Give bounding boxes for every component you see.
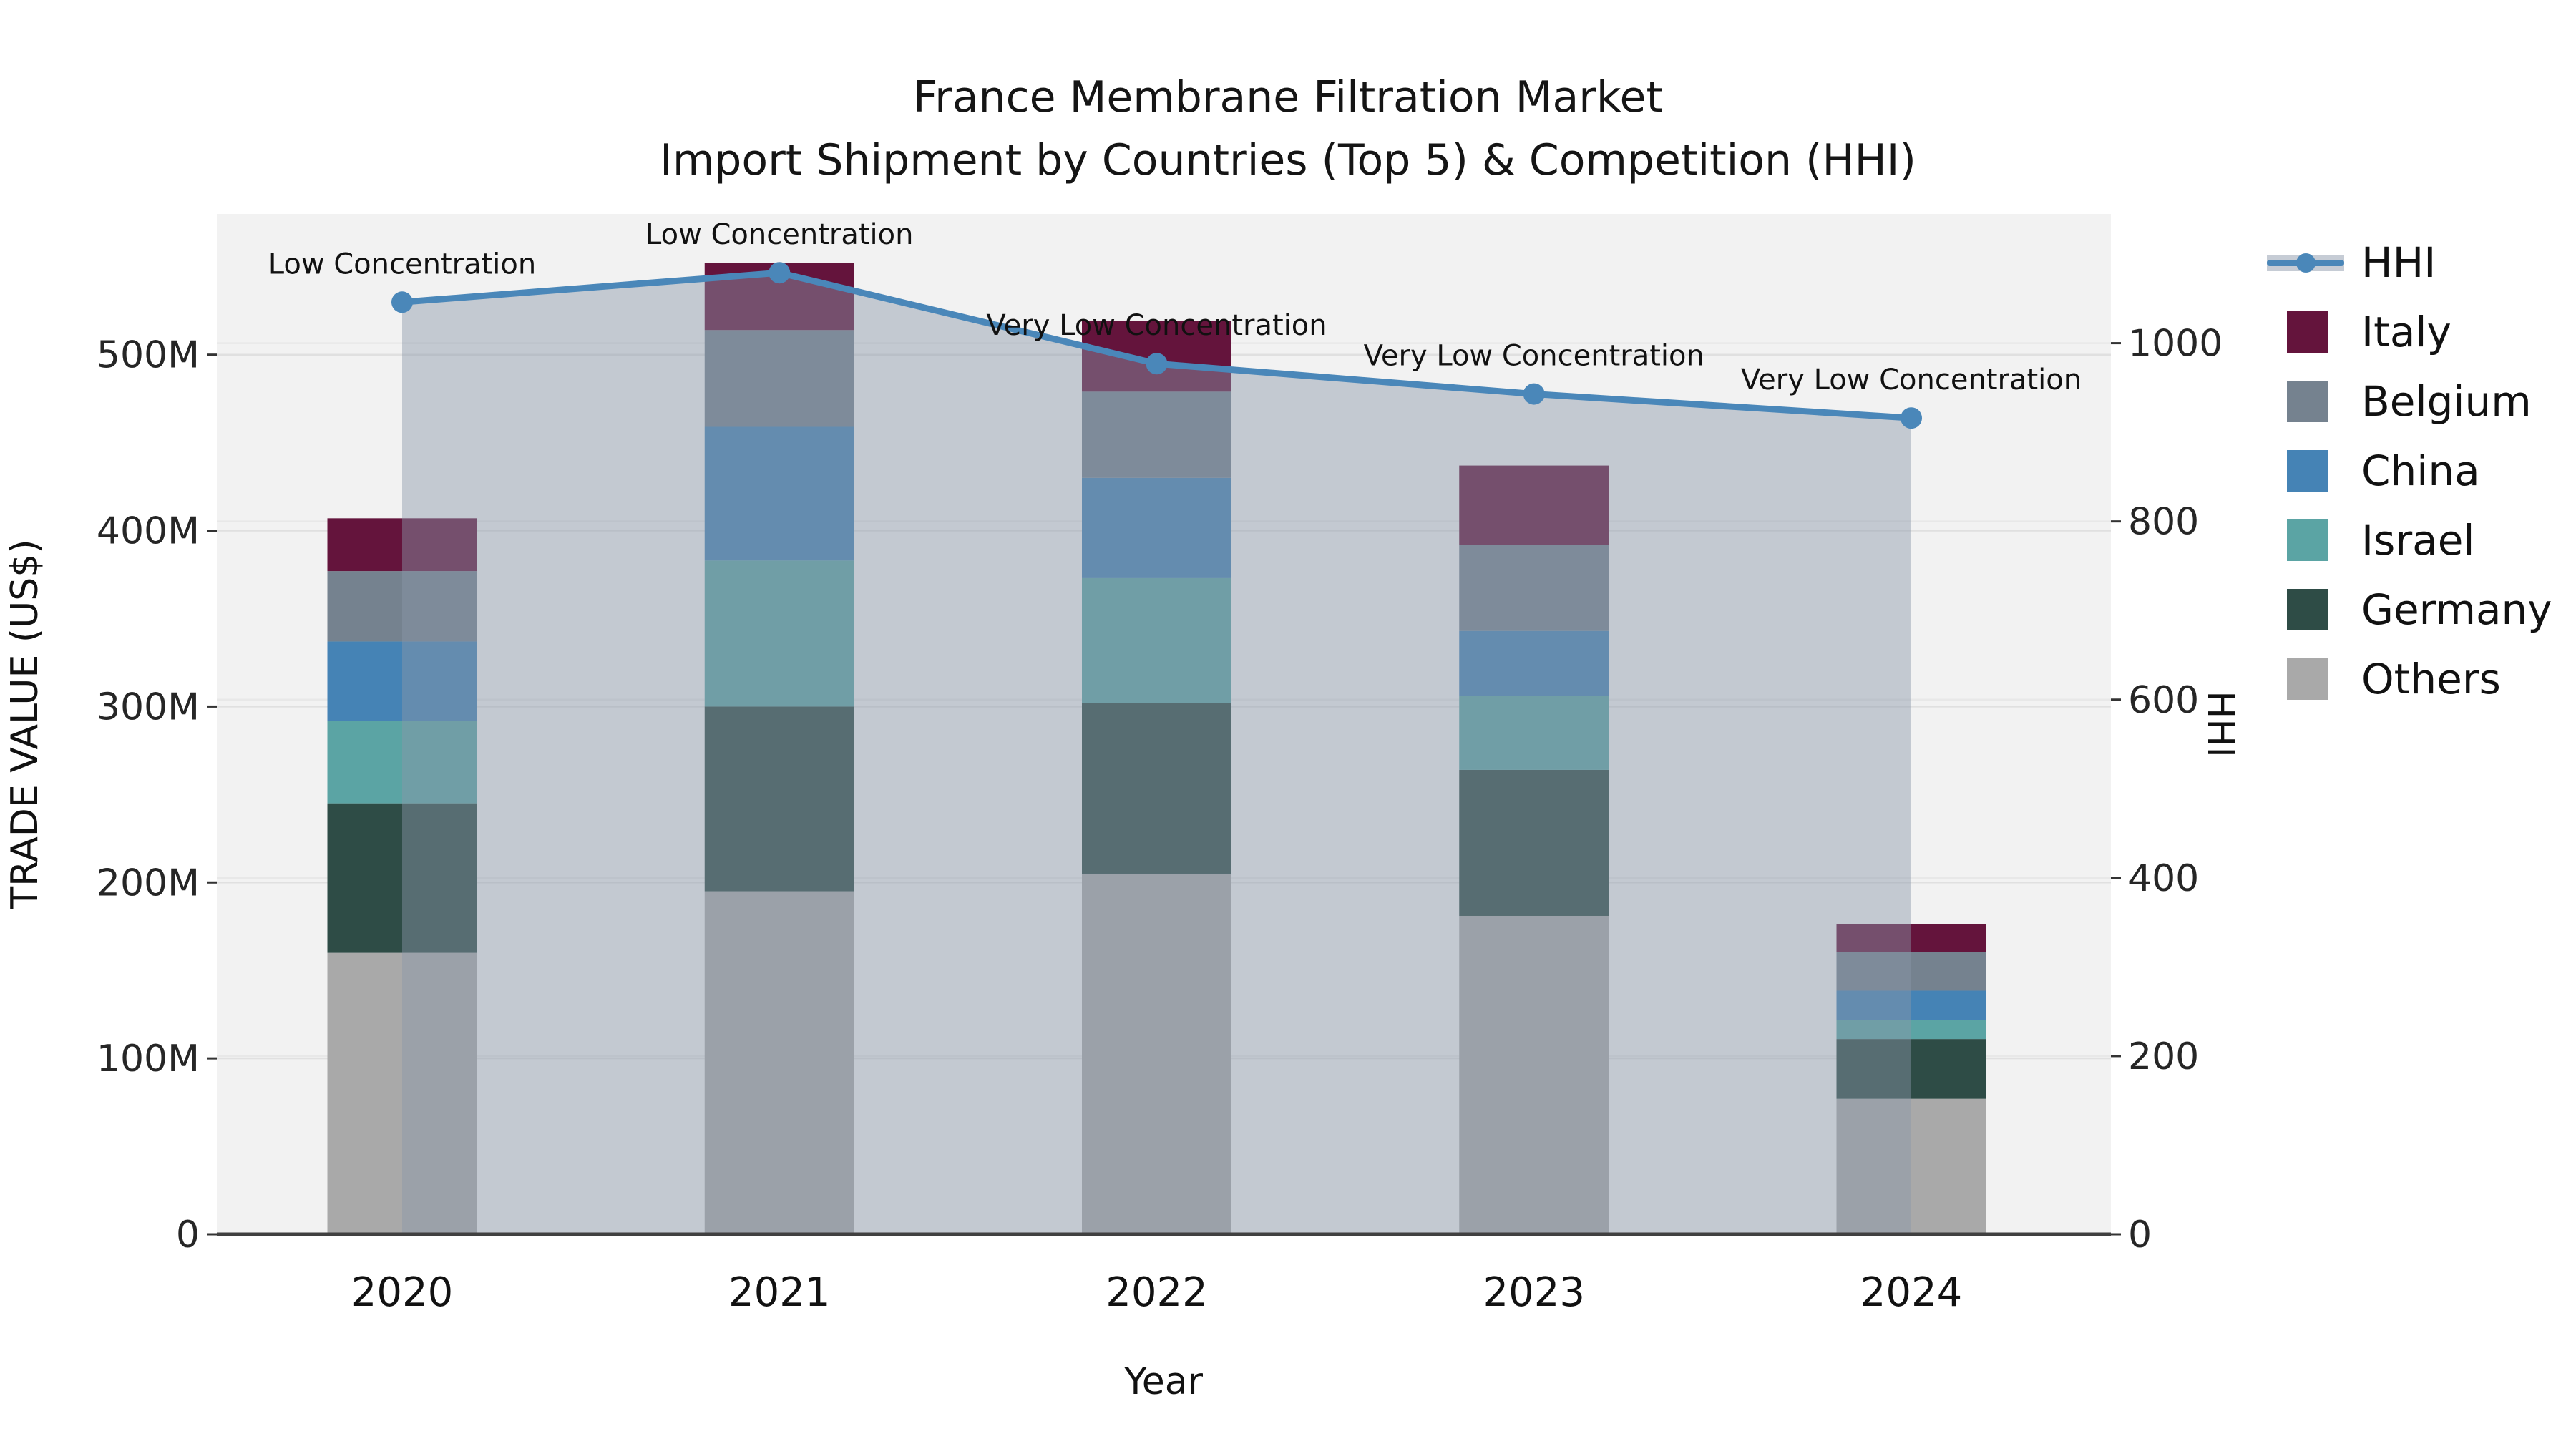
legend-swatch-others bbox=[2287, 658, 2328, 700]
bar-segment-2023-israel bbox=[1459, 696, 1609, 770]
bar-segment-2020-china bbox=[327, 641, 477, 721]
legend-swatch-icon bbox=[2267, 588, 2347, 630]
y-right-tick-label: 1000 bbox=[2128, 323, 2223, 366]
hhi-annotation-2020: Low Concentration bbox=[268, 248, 536, 280]
bar-segment-2021-china bbox=[704, 426, 854, 561]
hhi-annotation-2024: Very Low Concentration bbox=[1741, 364, 2082, 396]
legend-item-germany: Germany bbox=[2267, 575, 2552, 644]
y-left-tick-label: 100M bbox=[97, 1038, 200, 1080]
legend-label-italy: Italy bbox=[2361, 307, 2451, 356]
bar-segment-2020-italy bbox=[327, 518, 477, 572]
legend-item-others: Others bbox=[2267, 644, 2552, 713]
y-right-tick-label: 800 bbox=[2128, 501, 2199, 544]
legend-label-hhi: HHI bbox=[2361, 238, 2436, 287]
legend-swatch-belgium bbox=[2287, 380, 2328, 422]
legend-item-italy: Italy bbox=[2267, 297, 2552, 366]
bar-segment-2020-germany bbox=[327, 803, 477, 953]
chart-title: France Membrane Filtration Market bbox=[913, 72, 1663, 122]
bar-segment-2023-germany bbox=[1459, 769, 1609, 916]
bar-segment-2023-belgium bbox=[1459, 545, 1609, 631]
y-left-tick-label: 400M bbox=[97, 510, 200, 553]
legend-swatch-israel bbox=[2287, 519, 2328, 561]
bar-segment-2024-china bbox=[1836, 990, 1986, 1020]
legend-swatch-icon bbox=[2267, 449, 2347, 492]
legend-item-belgium: Belgium bbox=[2267, 366, 2552, 436]
legend-swatch-germany bbox=[2287, 588, 2328, 630]
hhi-line-swatch bbox=[2267, 242, 2344, 283]
y-right-tick-label: 200 bbox=[2128, 1035, 2199, 1078]
legend-label-israel: Israel bbox=[2361, 515, 2475, 565]
bar-segment-2023-others bbox=[1459, 915, 1609, 1234]
y-left-tick-label: 300M bbox=[97, 686, 200, 728]
hhi-annotation-2022: Very Low Concentration bbox=[986, 309, 1327, 342]
legend-swatch-icon bbox=[2267, 380, 2347, 422]
chart-title-block: France Membrane Filtration Market Import… bbox=[0, 66, 2576, 192]
y-left-tick-label: 200M bbox=[97, 862, 200, 904]
legend-swatch-icon bbox=[2267, 311, 2347, 353]
bar-segment-2024-others bbox=[1836, 1098, 1986, 1234]
legend-item-hhi: HHI bbox=[2267, 228, 2552, 297]
bar-segment-2024-germany bbox=[1836, 1039, 1986, 1099]
bar-segment-2022-china bbox=[1082, 477, 1231, 578]
y-left-axis-title: TRADE VALUE (US$) bbox=[4, 539, 47, 909]
y-right-tick-label: 600 bbox=[2128, 679, 2199, 722]
bar-segment-2020-belgium bbox=[327, 571, 477, 642]
bar-segment-2021-others bbox=[704, 891, 854, 1234]
legend-label-belgium: Belgium bbox=[2361, 376, 2532, 426]
legend-swatch-icon bbox=[2267, 658, 2347, 700]
legend-swatch-china bbox=[2287, 449, 2328, 492]
x-axis-title: Year bbox=[1123, 1360, 1204, 1403]
hhi-marker-2020 bbox=[391, 291, 413, 313]
hhi-annotation-2023: Very Low Concentration bbox=[1364, 340, 1704, 373]
bar-segment-2022-israel bbox=[1082, 577, 1231, 703]
legend-label-china: China bbox=[2361, 446, 2480, 495]
hhi-marker-2022 bbox=[1146, 353, 1168, 375]
bar-segment-2023-italy bbox=[1459, 465, 1609, 545]
bar-segment-2022-germany bbox=[1082, 703, 1231, 874]
hhi-line-swatch-icon bbox=[2267, 242, 2347, 283]
y-left-tick-label: 500M bbox=[97, 334, 200, 377]
bar-segment-2023-china bbox=[1459, 630, 1609, 696]
hhi-marker-2021 bbox=[769, 262, 791, 284]
x-tick-label-2020: 2020 bbox=[351, 1269, 454, 1316]
bar-segment-2022-others bbox=[1082, 873, 1231, 1234]
bar-segment-2021-germany bbox=[704, 706, 854, 892]
bar-segment-2024-italy bbox=[1836, 924, 1986, 952]
y-left-tick-label: 0 bbox=[176, 1214, 200, 1257]
legend-item-china: China bbox=[2267, 436, 2552, 505]
legend-item-israel: Israel bbox=[2267, 505, 2552, 575]
y-right-tick-label: 400 bbox=[2128, 857, 2199, 900]
y-right-axis-title: HHI bbox=[2199, 691, 2242, 758]
x-tick-label-2022: 2022 bbox=[1106, 1269, 1208, 1316]
bar-segment-2021-belgium bbox=[704, 330, 854, 427]
hhi-marker-2023 bbox=[1523, 383, 1545, 405]
bar-segment-2020-others bbox=[327, 952, 477, 1234]
legend-swatch-icon bbox=[2267, 519, 2347, 561]
x-tick-label-2021: 2021 bbox=[728, 1269, 831, 1316]
y-right-tick-label: 0 bbox=[2128, 1214, 2152, 1257]
legend-swatch-italy bbox=[2287, 311, 2328, 353]
chart-subtitle: Import Shipment by Countries (Top 5) & C… bbox=[660, 135, 1916, 185]
x-tick-label-2023: 2023 bbox=[1483, 1269, 1585, 1316]
bar-segment-2024-israel bbox=[1836, 1020, 1986, 1040]
legend-label-others: Others bbox=[2361, 654, 2501, 703]
hhi-area bbox=[402, 273, 1911, 1234]
hhi-annotation-2021: Low Concentration bbox=[645, 218, 913, 251]
legend-label-germany: Germany bbox=[2361, 585, 2552, 634]
x-tick-label-2024: 2024 bbox=[1860, 1269, 1963, 1316]
bar-segment-2022-belgium bbox=[1082, 391, 1231, 478]
bar-segment-2020-israel bbox=[327, 721, 477, 804]
hhi-marker-2024 bbox=[1901, 407, 1922, 429]
bar-segment-2021-israel bbox=[704, 560, 854, 707]
legend: HHI Italy Belgium China Israel Germany Others bbox=[2267, 228, 2552, 713]
bar-segment-2024-belgium bbox=[1836, 952, 1986, 991]
